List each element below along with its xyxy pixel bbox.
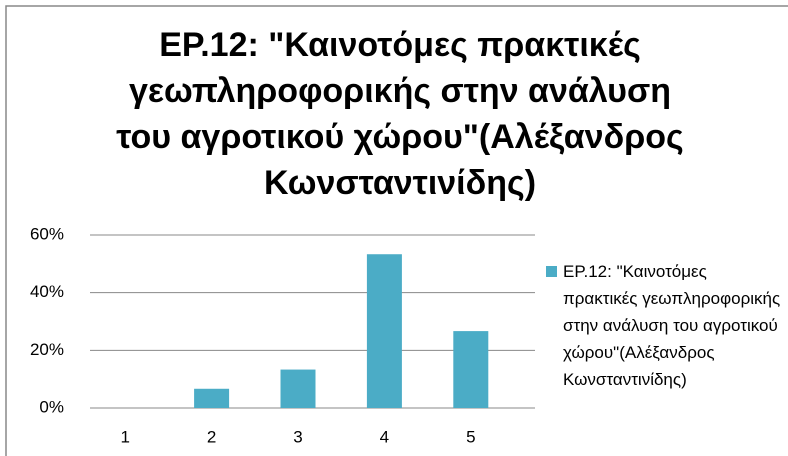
bar [194, 388, 230, 408]
bar [366, 254, 402, 408]
x-tick-label: 5 [466, 427, 475, 446]
y-tick-label: 40% [30, 282, 64, 301]
x-tick-label: 1 [120, 427, 129, 446]
x-tick-label: 3 [293, 427, 302, 446]
legend-swatch [546, 266, 557, 277]
bar [280, 369, 316, 408]
legend-label: ΕΡ.12: "Καινοτόμες πρακτικές γεωπληροφορ… [563, 262, 781, 389]
bar [453, 331, 489, 408]
legend: ΕΡ.12: "Καινοτόμες πρακτικές γεωπληροφορ… [546, 258, 786, 393]
chart-title: ΕΡ.12: "Καινοτόμες πρακτικές γεωπληροφορ… [116, 26, 684, 202]
x-tick-label: 4 [380, 427, 389, 446]
x-tick-label: 2 [207, 427, 216, 446]
y-tick-label: 60% [30, 224, 64, 243]
y-tick-label: 0% [39, 397, 64, 416]
y-tick-label: 20% [30, 340, 64, 359]
